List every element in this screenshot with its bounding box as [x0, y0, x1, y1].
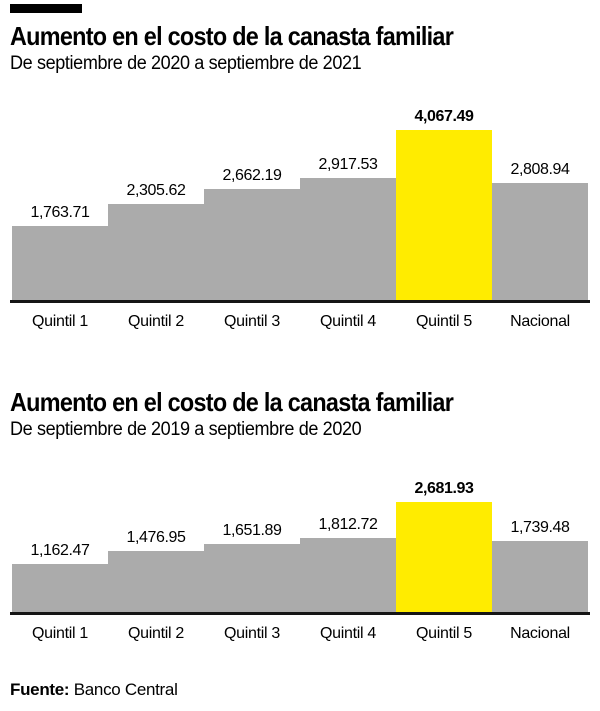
- x-axis-label: Quintil 5: [416, 625, 472, 643]
- value-label: 2,917.53: [318, 155, 378, 173]
- brand-rule: [10, 4, 82, 13]
- source-value: Banco Central: [69, 679, 178, 699]
- source-line: Fuente: Banco Central: [10, 680, 590, 700]
- x-axis-label: Quintil 4: [320, 312, 376, 330]
- bar-column-quintil-1: 1,763.71: [12, 101, 108, 300]
- value-label: 2,662.19: [222, 166, 282, 184]
- x-axis-label: Quintil 3: [224, 625, 280, 643]
- bars-container: 1,162.47 1,476.95 1,651.89 1,812.72 2,681.93…: [12, 467, 588, 613]
- value-label: 4,067.49: [414, 107, 474, 125]
- value-label: 1,739.48: [510, 518, 570, 536]
- x-axis-label: Nacional: [510, 625, 570, 643]
- x-axis-label: Quintil 1: [32, 312, 88, 330]
- bar-column-quintil-5: 2,681.93: [396, 467, 492, 613]
- bars-container: 1,763.71 2,305.62 2,662.19 2,917.53 4,067.49…: [12, 101, 588, 300]
- x-axis-label: Quintil 5: [416, 312, 472, 330]
- bar-plot: 1,763.71 2,305.62 2,662.19 2,917.53 4,067.49…: [10, 101, 590, 303]
- chart-title: Aumento en el costo de la canasta famili…: [10, 387, 454, 418]
- bar-column-quintil-4: 1,812.72: [300, 467, 396, 613]
- x-axis-labels: Quintil 1 Quintil 2 Quintil 3 Quintil 4 Quin…: [12, 625, 588, 643]
- value-label: 1,651.89: [222, 521, 282, 539]
- bar-column-quintil-5: 4,067.49: [396, 101, 492, 300]
- bar: [300, 177, 396, 300]
- bar-column-quintil-1: 1,162.47: [12, 467, 108, 613]
- source-label: Fuente:: [10, 679, 70, 699]
- chart-subtitle: De septiembre de 2020 a septiembre de 20…: [10, 53, 362, 75]
- bar: [108, 203, 204, 300]
- value-label: 1,162.47: [30, 541, 90, 559]
- x-axis-label: Quintil 2: [128, 625, 184, 643]
- bar: [492, 541, 588, 613]
- value-label: 2,808.94: [510, 160, 570, 178]
- bar-plot: 1,162.47 1,476.95 1,651.89 1,812.72 2,681.93…: [10, 467, 590, 616]
- bar: [108, 551, 204, 613]
- bar-column-nacional: 2,808.94: [492, 101, 588, 300]
- bar-column-quintil-3: 1,651.89: [204, 467, 300, 613]
- bar: [12, 564, 108, 613]
- bar: [12, 225, 108, 300]
- value-label: 1,812.72: [318, 515, 378, 533]
- value-label: 2,305.62: [126, 181, 186, 199]
- bar-highlight: [396, 129, 492, 300]
- value-label: 1,476.95: [126, 528, 186, 546]
- bar: [204, 188, 300, 300]
- x-axis-labels: Quintil 1 Quintil 2 Quintil 3 Quintil 4 Quin…: [12, 313, 588, 331]
- x-axis-label: Quintil 2: [128, 312, 184, 330]
- value-label: 1,763.71: [30, 203, 90, 221]
- bar-column-quintil-2: 1,476.95: [108, 467, 204, 613]
- chart-title: Aumento en el costo de la canasta famili…: [10, 21, 454, 51]
- value-label: 2,681.93: [414, 479, 474, 497]
- bar: [204, 544, 300, 613]
- x-axis-label: Quintil 4: [320, 625, 376, 643]
- bar: [300, 538, 396, 613]
- bar: [492, 182, 588, 300]
- x-axis-label: Nacional: [510, 312, 570, 330]
- x-axis-label: Quintil 3: [224, 312, 280, 330]
- chart-subtitle: De septiembre de 2019 a septiembre de 20…: [10, 419, 362, 441]
- chart-2020-2021: Aumento en el costo de la canasta famili…: [10, 22, 590, 331]
- bar-column-quintil-2: 2,305.62: [108, 101, 204, 300]
- chart-2019-2020: Aumento en el costo de la canasta famili…: [10, 388, 590, 643]
- bar-column-quintil-3: 2,662.19: [204, 101, 300, 300]
- bar-column-quintil-4: 2,917.53: [300, 101, 396, 300]
- x-axis-label: Quintil 1: [32, 625, 88, 643]
- bar-column-nacional: 1,739.48: [492, 467, 588, 613]
- bar-highlight: [396, 502, 492, 613]
